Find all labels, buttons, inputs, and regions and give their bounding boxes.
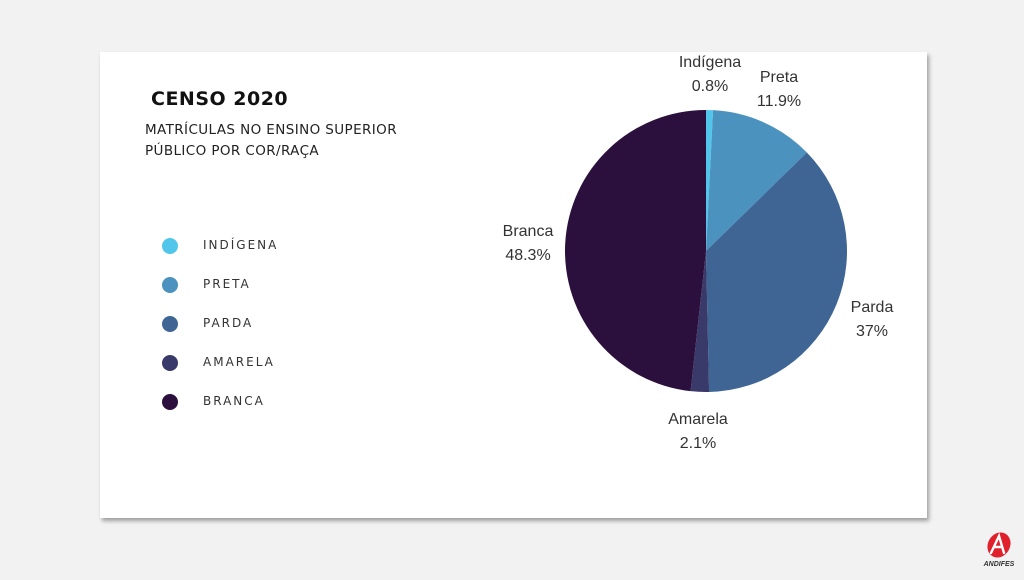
legend-item-indigena: INDÍGENA [162, 236, 362, 256]
slice-value-branca: 48.3% [505, 247, 550, 264]
andifes-logo: ANDIFES [980, 529, 1018, 573]
legend-item-branca: BRANCA [162, 392, 362, 412]
legend-label-preta: PRETA [203, 277, 251, 291]
pie-slice-indigena [706, 110, 714, 251]
chart-subtitle: MATRÍCULAS NO ENSINO SUPERIOR PÚBLICO PO… [145, 122, 397, 159]
slice-label-parda: Parda [851, 299, 894, 316]
legend-item-preta: PRETA [162, 275, 362, 295]
legend-label-parda: PARDA [203, 316, 254, 330]
slice-value-parda: 37% [856, 323, 888, 340]
slice-label-branca: Branca [503, 223, 554, 240]
legend-swatch-parda [162, 316, 178, 332]
legend-label-indigena: INDÍGENA [203, 238, 279, 252]
legend-swatch-branca [162, 394, 178, 410]
pie-slice-parda [706, 152, 847, 392]
legend-swatch-preta [162, 277, 178, 293]
slice-value-indigena: 0.8% [692, 78, 728, 95]
legend-label-branca: BRANCA [203, 394, 265, 408]
legend-item-amarela: AMARELA [162, 353, 362, 373]
pie-slice-amarela [690, 251, 710, 392]
pie-slice-branca [564, 110, 706, 392]
pie-slice-preta [706, 110, 807, 251]
slice-label-indigena: Indígena [679, 54, 741, 71]
slice-label-preta: Preta [760, 69, 798, 86]
slice-value-preta: 11.9% [757, 93, 801, 110]
andifes-logo-text: ANDIFES [983, 561, 1015, 568]
legend-item-parda: PARDA [162, 314, 362, 334]
legend-swatch-indigena [162, 238, 178, 254]
slice-value-amarela: 2.1% [680, 435, 716, 452]
andifes-logo-icon [987, 532, 1011, 558]
chart-title: CENSO 2020 [151, 88, 289, 110]
pie-slices [564, 110, 847, 392]
legend-label-amarela: AMARELA [203, 355, 275, 369]
slice-label-amarela: Amarela [668, 411, 728, 428]
pie-labels: Indígena 0.8% Preta 11.9% Parda 37% Amarela 2.1… [503, 54, 894, 452]
legend-swatch-amarela [162, 355, 178, 371]
